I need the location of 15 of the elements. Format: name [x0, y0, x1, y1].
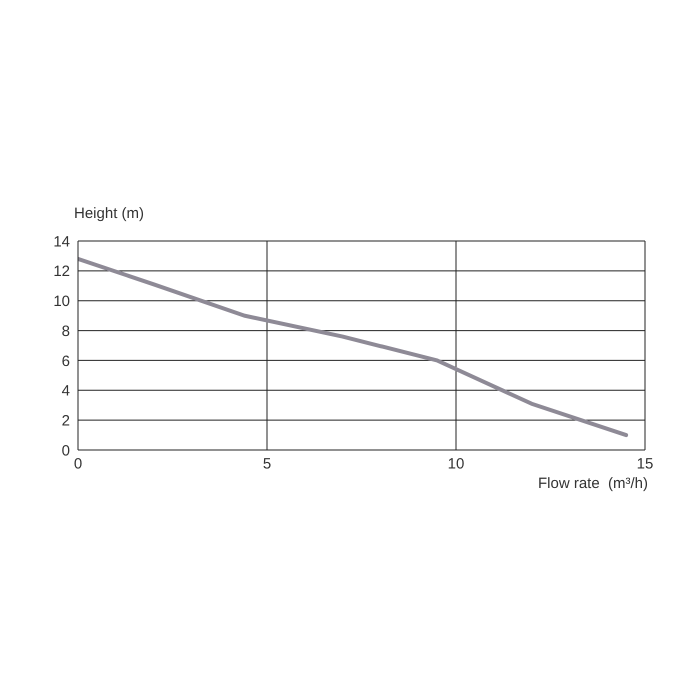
- x-axis-title: Flow rate (m³/h): [538, 475, 648, 492]
- y-axis-title: Height (m): [74, 205, 144, 222]
- x-tick-label: 0: [74, 456, 82, 473]
- y-tick-label: 14: [53, 233, 70, 250]
- y-tick-label: 12: [53, 263, 70, 280]
- y-tick-label: 2: [62, 412, 70, 430]
- y-tick-label: 4: [62, 382, 70, 400]
- line-series: [78, 256, 628, 438]
- y-tick-label: 6: [62, 352, 70, 370]
- y-tick-label: 10: [53, 293, 70, 310]
- x-tick-label: 5: [262, 456, 272, 473]
- y-tick-label: 8: [62, 322, 70, 340]
- y-tick-label: 0: [62, 442, 70, 460]
- x-tick-label: 15: [636, 456, 654, 473]
- x-tick-label: 10: [448, 456, 464, 473]
